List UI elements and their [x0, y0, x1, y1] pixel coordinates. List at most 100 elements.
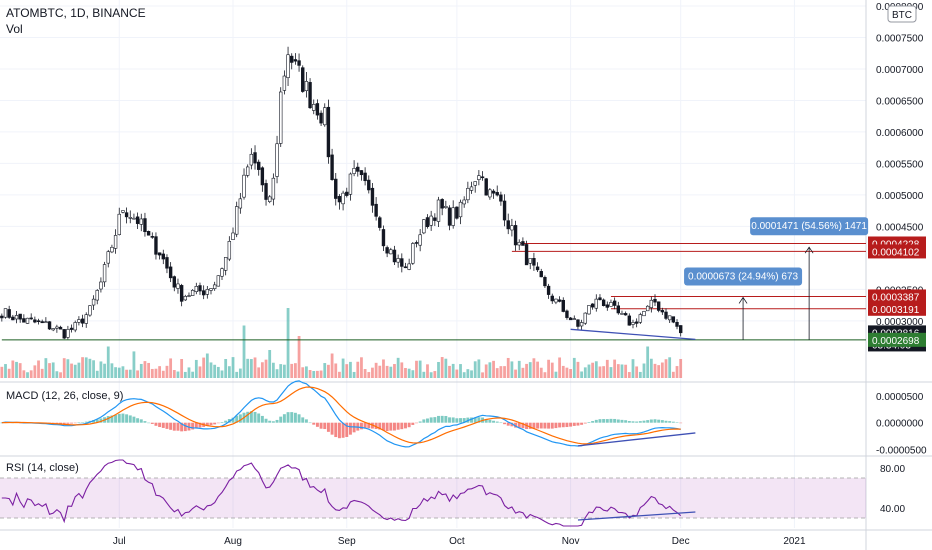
macd-histogram-bar [319, 422, 323, 429]
macd-histogram-bar [675, 422, 679, 423]
measure-box[interactable] [684, 267, 803, 286]
macd-histogram-bar [180, 422, 184, 432]
volume-bar [385, 365, 389, 378]
volume-bar [275, 369, 279, 378]
volume-bar [426, 364, 429, 378]
volume-bar [77, 362, 81, 378]
volume-bar [664, 359, 668, 378]
candle-up [473, 181, 477, 186]
candle-up [88, 305, 92, 316]
macd-histogram-bar [580, 422, 584, 425]
volume-bar [488, 362, 492, 378]
volume-bar [158, 366, 162, 378]
candle-down [326, 106, 331, 158]
volume-bar [264, 359, 268, 378]
candle-down [80, 318, 85, 324]
candle-up [25, 317, 30, 324]
candle-down [172, 276, 176, 288]
price-label: 0.0004102 [872, 247, 920, 258]
price-label: 0.0003387 [872, 292, 920, 303]
volume-bar [572, 357, 576, 378]
macd-pane [0, 380, 696, 448]
macd-histogram-bar [253, 411, 257, 423]
rsi-label[interactable]: RSI (14, close) [6, 462, 79, 474]
volume-bar [213, 364, 217, 378]
candle-down [546, 285, 551, 295]
volume-bar [605, 359, 609, 378]
drawings[interactable]: 0.0001471 (54.56%) 1471 0.0000673 (24.94%… [570, 217, 869, 341]
volume-bar [308, 370, 312, 378]
macd-histogram-bar [389, 422, 393, 431]
volume-bars [0, 308, 683, 378]
candle-up [554, 298, 558, 303]
macd-histogram-bar [407, 422, 411, 428]
macd-histogram-bar [176, 422, 180, 431]
macd-histogram-bar [209, 422, 213, 426]
candle-down [598, 297, 602, 301]
macd-histogram-bar [638, 421, 642, 423]
volume-bar [356, 361, 360, 378]
macd-histogram-bar [404, 422, 407, 429]
rsi-trendline[interactable] [577, 511, 696, 521]
support-trendline[interactable] [570, 328, 696, 341]
macd-histogram-bar [415, 422, 418, 424]
macd-histogram-bar [631, 421, 635, 423]
macd-histogram-bar [492, 420, 496, 423]
macd-histogram-bar [345, 422, 349, 437]
measure-box[interactable] [750, 217, 869, 236]
currency-badge[interactable] [887, 5, 917, 23]
macd-histogram-bar [315, 422, 319, 427]
macd-histogram-bar [565, 422, 569, 428]
macd-histogram-bar [671, 421, 675, 423]
macd-tick-label: 0.0000000 [876, 419, 924, 430]
volume-bar [675, 366, 679, 378]
candle-down [535, 266, 540, 271]
volume-bar [220, 370, 224, 378]
candle-down [495, 192, 499, 196]
volume-bar [503, 366, 506, 378]
time-tick-label: Oct [449, 536, 465, 547]
volume-bar [26, 372, 29, 378]
candle-up [436, 199, 441, 222]
volume-bar [143, 361, 147, 378]
volume-bar [363, 369, 367, 378]
candle-down [40, 321, 44, 324]
macd-histogram-bar [554, 422, 558, 429]
macd-histogram-bar [260, 415, 264, 423]
macd-histogram-bar [286, 412, 290, 423]
volume-bar [444, 358, 448, 378]
candle-down [590, 303, 595, 308]
macd-histogram-bar [114, 414, 118, 423]
macd-histogram-bar [330, 422, 334, 435]
volume-bar [627, 372, 631, 378]
time-tick-label: Aug [224, 536, 242, 547]
macd-trendline[interactable] [577, 432, 696, 447]
candle-down [370, 187, 375, 206]
macd-histogram-bar [396, 422, 400, 430]
candle-down [150, 236, 154, 238]
volume-bar [242, 325, 246, 378]
candle-up [220, 268, 224, 277]
volume-bar [547, 359, 550, 378]
volume-bar [492, 360, 495, 378]
candle-down [532, 258, 536, 266]
volume-bar [349, 361, 352, 378]
candle-up [352, 168, 356, 174]
macd-histogram-bar [147, 422, 151, 424]
price-label-box [868, 289, 926, 304]
price-label: 0.0002698 [872, 336, 920, 347]
macd-label[interactable]: MACD (12, 26, close, 9) [6, 390, 123, 402]
candle-down [290, 55, 294, 63]
volume-bar [569, 369, 573, 378]
macd-histogram-bar [341, 422, 345, 438]
horizontal-levels[interactable] [1, 242, 866, 341]
volume-bar [462, 372, 466, 378]
candle-down [315, 103, 320, 116]
symbol-title[interactable]: ATOMBTC, 1D, BINANCE [6, 6, 146, 20]
candle-down [345, 191, 349, 196]
volume-bar [282, 364, 286, 378]
volume-bar [396, 357, 400, 378]
macd-histogram-bar [158, 422, 162, 428]
candle-down [385, 247, 389, 254]
